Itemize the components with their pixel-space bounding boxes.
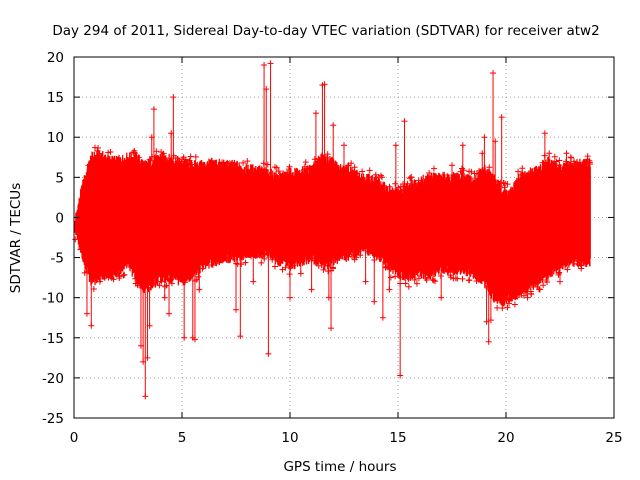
y-tick-label: 20	[47, 50, 64, 66]
spike-point	[96, 277, 103, 285]
spike-point	[379, 260, 386, 321]
spike-point	[481, 134, 488, 170]
y-tick-label: 15	[47, 90, 64, 106]
spike-point	[386, 267, 393, 293]
spike-point	[297, 261, 304, 277]
spike-point	[485, 289, 492, 345]
spike-point	[317, 254, 324, 264]
spike-point	[287, 265, 293, 301]
y-tick-label: -15	[42, 331, 64, 347]
spike-point	[237, 255, 244, 340]
spike-point	[265, 253, 272, 357]
spike-point	[492, 138, 499, 181]
y-tick-label: 5	[55, 170, 64, 186]
spike-point	[267, 60, 274, 175]
x-tick-label: 20	[497, 430, 514, 446]
spike-point	[250, 253, 257, 285]
spike-point	[341, 142, 347, 171]
data-series	[72, 60, 593, 400]
spike-point	[490, 70, 497, 178]
spike-point	[524, 289, 531, 301]
spike-point	[332, 165, 339, 189]
spike-point	[308, 257, 315, 293]
y-tick-label: -5	[51, 251, 64, 267]
axis-ticks: 0 5 10 15 20 25 -25 -20 -15 -10 -5 0 5 10 15 20	[42, 50, 623, 446]
y-tick-label: 0	[55, 210, 64, 226]
x-tick-label: 10	[281, 430, 298, 446]
spike-point	[321, 81, 328, 159]
spike-point	[362, 249, 369, 285]
spike-point	[312, 110, 319, 165]
chart-title: Day 294 of 2011, Sidereal Day-to-day VTE…	[52, 23, 599, 39]
spike-point	[585, 164, 592, 181]
band-edge-markers	[72, 144, 593, 312]
spike-point	[261, 62, 268, 172]
y-axis-label: SDTVAR / TECUs	[8, 183, 24, 293]
spike-point	[150, 106, 157, 161]
spike-point	[392, 142, 399, 193]
spike-point	[535, 166, 542, 173]
spike-point	[513, 270, 520, 295]
x-tick-label: 25	[605, 430, 622, 446]
spike-point	[142, 289, 149, 400]
x-tick-label: 0	[70, 430, 79, 446]
spike-point	[498, 114, 505, 190]
y-tick-label: -10	[42, 291, 64, 307]
spike-point	[541, 130, 548, 165]
sdtvar-error-band	[73, 149, 591, 307]
spike-point	[487, 293, 494, 324]
spike-point	[263, 86, 270, 173]
spike-point	[83, 269, 90, 317]
spike-point	[155, 158, 162, 189]
x-tick-label: 5	[178, 430, 187, 446]
spike-point	[176, 162, 183, 173]
spike-point	[170, 94, 177, 161]
x-tick-label: 15	[389, 430, 406, 446]
spike-point	[330, 122, 337, 164]
spike-point	[401, 118, 408, 189]
y-tick-label: -20	[42, 371, 64, 387]
spike-point	[397, 274, 404, 379]
spike-point	[563, 150, 570, 167]
spike-point	[181, 280, 188, 341]
y-tick-label: -25	[42, 411, 64, 427]
plot-frame	[73, 56, 615, 419]
x-axis-label: GPS time / hours	[283, 459, 396, 475]
spike-point	[196, 268, 203, 293]
y-tick-label: 10	[47, 130, 64, 146]
spike-point	[144, 288, 151, 361]
spike-point	[146, 286, 153, 329]
spike-point	[77, 246, 84, 253]
spike-point	[546, 150, 553, 162]
